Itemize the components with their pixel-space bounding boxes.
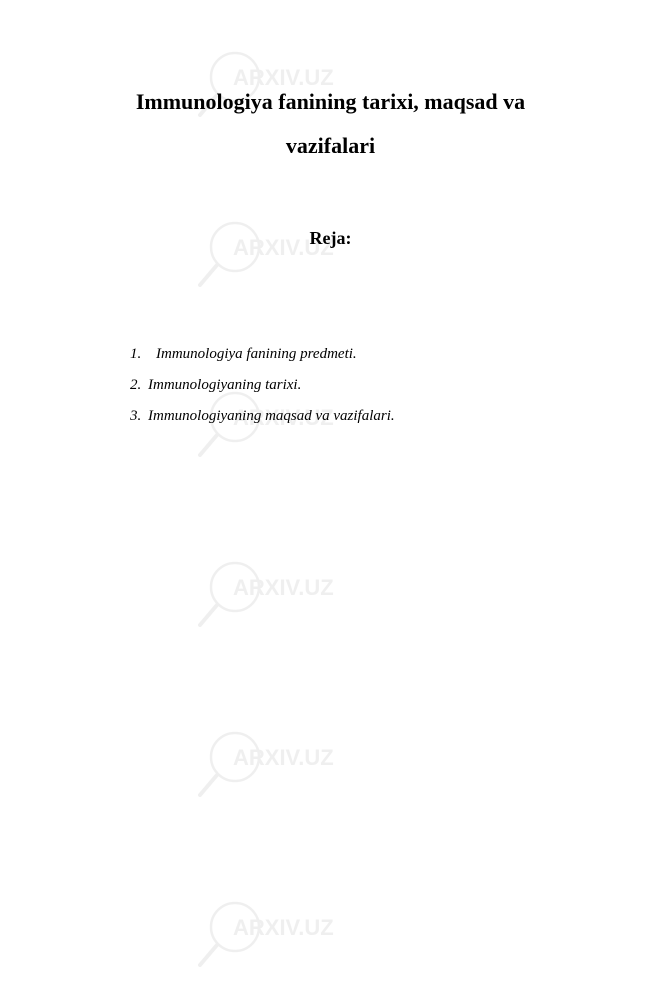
document-body: Immunologiya fanining tarixi, maqsad va … (0, 0, 661, 431)
list-item-text: Immunologiyaning tarixi. (148, 370, 531, 401)
list-item-text: Immunologiya fanining predmeti. (156, 339, 531, 370)
watermark: ARXIV.UZ (195, 895, 405, 980)
svg-text:ARXIV.UZ: ARXIV.UZ (233, 575, 334, 600)
list-item-number: 2. (130, 370, 148, 401)
plan-list: 1. Immunologiya fanining predmeti. 2. Im… (130, 339, 531, 431)
document-subtitle: Reja: (130, 228, 531, 249)
watermark: ARXIV.UZ (195, 725, 405, 810)
list-item: 2. Immunologiyaning tarixi. (130, 370, 531, 401)
document-title: Immunologiya fanining tarixi, maqsad va … (130, 80, 531, 168)
list-item: 1. Immunologiya fanining predmeti. (130, 339, 531, 370)
list-item-text: Immunologiyaning maqsad va vazifalari. (148, 401, 531, 432)
list-item: 3. Immunologiyaning maqsad va vazifalari… (130, 401, 531, 432)
list-item-number: 1. (130, 339, 156, 370)
watermark: ARXIV.UZ (195, 555, 405, 640)
svg-text:ARXIV.UZ: ARXIV.UZ (233, 915, 334, 940)
list-item-number: 3. (130, 401, 148, 432)
svg-text:ARXIV.UZ: ARXIV.UZ (233, 745, 334, 770)
